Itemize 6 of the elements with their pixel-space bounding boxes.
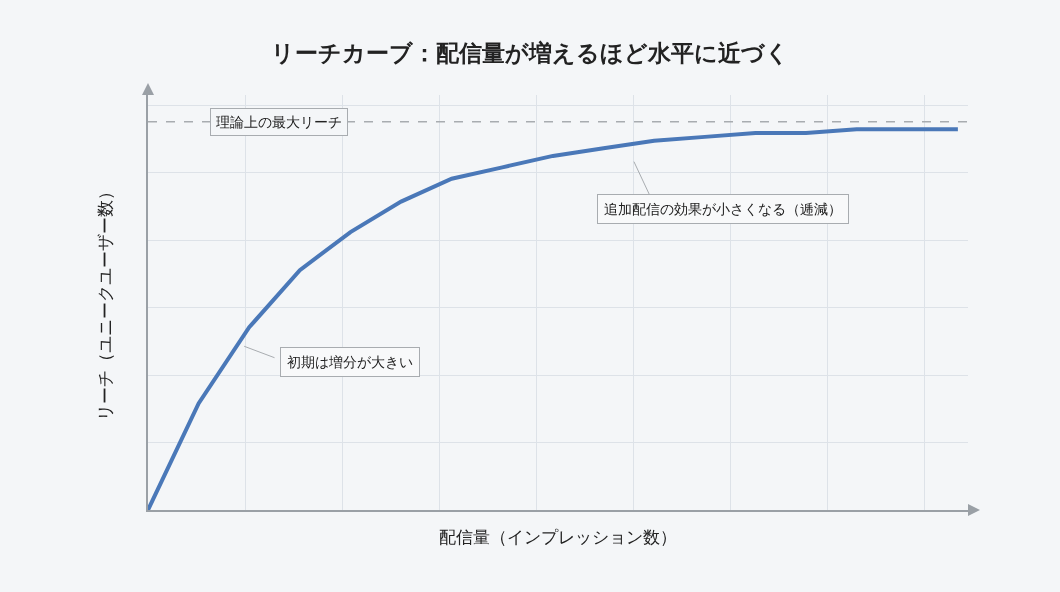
ref-line-label: 理論上の最大リーチ <box>216 114 342 130</box>
x-axis-title: 配信量（インプレッション数） <box>439 526 677 547</box>
annotation: 初期は増分が大きい <box>287 354 413 370</box>
y-axis-title: リーチ（ユニークユーザー数） <box>95 183 116 422</box>
chart-title: リーチカーブ：配信量が増えるほど水平に近づく <box>271 39 789 66</box>
annotation: 追加配信の効果が小さくなる（逓減） <box>604 201 842 217</box>
